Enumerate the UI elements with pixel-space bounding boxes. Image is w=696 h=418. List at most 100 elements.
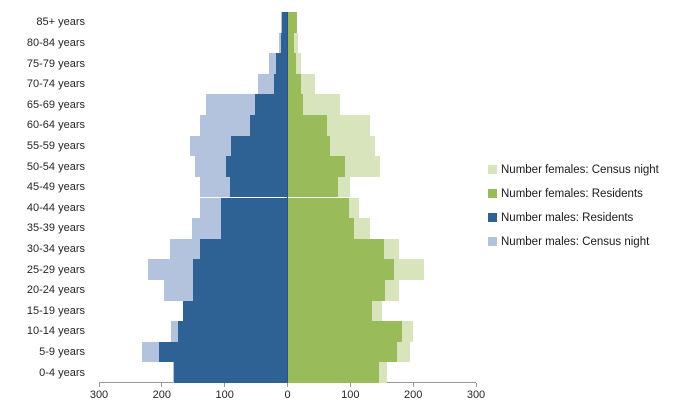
bar-number-females-residents: [287, 238, 385, 260]
x-tick: [224, 383, 226, 387]
bar-number-males-residents: [276, 53, 288, 74]
x-tick-label: 0: [284, 389, 291, 401]
x-tick: [349, 383, 351, 387]
x-tick-label: 100: [341, 389, 360, 401]
legend-item-number-females-residents: Number females: Residents: [488, 187, 659, 200]
age-label-30-34-years: 30-34 years: [26, 243, 85, 255]
bar-number-males-residents: [177, 321, 288, 342]
pyramid-row-65-69-years: [99, 94, 476, 116]
x-tick-label: 300: [89, 389, 109, 401]
bar-number-females-residents: [287, 115, 328, 136]
bar-number-males-residents: [199, 238, 288, 260]
bar-number-females-residents: [287, 362, 380, 383]
legend-label: Number males: Census night: [501, 235, 650, 248]
pyramid-row-5-9-years: [99, 341, 476, 363]
age-label-5-9-years: 5-9 years: [39, 346, 85, 359]
bar-number-males-residents: [193, 259, 288, 280]
age-label-75-79-years: 75-79 years: [26, 57, 85, 70]
legend-swatch-icon: [488, 189, 497, 198]
legend-label: Number females: Residents: [501, 187, 643, 200]
bar-number-females-residents: [287, 73, 301, 95]
pyramid-row-15-19-years: [99, 300, 476, 322]
age-label-60-64-years: 60-64 years: [26, 119, 85, 132]
pyramid-row-40-44-years: [99, 197, 476, 219]
age-label-45-49-years: 45-49 years: [26, 181, 85, 194]
legend-item-number-females-census-night: Number females: Census night: [488, 163, 659, 176]
age-label-0-4-years: 0-4 years: [39, 366, 85, 379]
pyramid-row-70-74-years: [99, 73, 476, 95]
x-tick-label: 100: [215, 389, 234, 401]
pyramid-row-30-34-years: [99, 238, 476, 260]
x-tick: [161, 383, 163, 387]
pyramid-row-20-24-years: [99, 279, 476, 301]
bar-number-males-residents: [255, 94, 288, 116]
bar-number-males-residents: [225, 156, 288, 177]
bar-number-males-residents: [193, 279, 288, 301]
pyramid-row-85-years: [99, 12, 476, 33]
x-tick-label: 200: [152, 389, 172, 401]
age-label-80-84-years: 80-84 years: [26, 36, 85, 49]
bar-number-males-residents: [281, 32, 288, 54]
bar-number-females-residents: [287, 53, 296, 74]
legend-item-number-males-census-night: Number males: Census night: [488, 235, 659, 248]
legend-swatch-icon: [488, 165, 497, 174]
bar-number-males-residents: [182, 300, 288, 322]
bar-number-females-residents: [287, 176, 338, 198]
pyramid-row-75-79-years: [99, 53, 476, 74]
bar-number-males-residents: [159, 341, 288, 363]
bar-number-males-residents: [230, 135, 288, 157]
age-label-65-69-years: 65-69 years: [26, 98, 85, 111]
bar-number-females-residents: [287, 341, 398, 363]
pyramid-row-25-29-years: [99, 259, 476, 280]
age-label-40-44-years: 40-44 years: [26, 201, 85, 214]
age-label-55-59-years: 55-59 years: [26, 139, 85, 152]
y-axis-labels: 85+ years 80-84 years 75-79 years 70-74 yea…: [0, 12, 92, 383]
x-tick-label: 300: [466, 389, 486, 401]
age-label-85-years: 85+ years: [36, 16, 85, 29]
bar-number-females-residents: [287, 218, 355, 239]
bar-number-males-residents: [281, 12, 288, 33]
bar-number-females-residents: [287, 94, 304, 116]
bar-number-males-residents: [220, 197, 288, 219]
pyramid-row-60-64-years: [99, 115, 476, 136]
pyramid-row-35-39-years: [99, 218, 476, 239]
legend-label: Number males: Residents: [501, 211, 634, 224]
pyramid-row-80-84-years: [99, 32, 476, 54]
legend-item-number-males-residents: Number males: Residents: [488, 211, 659, 224]
bar-number-males-residents: [249, 115, 288, 136]
bar-number-females-residents: [287, 12, 297, 33]
legend-swatch-icon: [488, 213, 497, 222]
legend-swatch-icon: [488, 237, 497, 246]
x-tick: [412, 383, 414, 387]
bar-number-females-residents: [287, 321, 403, 342]
age-label-20-24-years: 20-24 years: [26, 284, 85, 297]
x-tick-label: 200: [403, 389, 423, 401]
age-label-10-14-years: 10-14 years: [26, 325, 85, 338]
bar-number-females-residents: [287, 135, 331, 157]
bar-number-females-residents: [287, 300, 373, 322]
age-label-15-19-years: 15-19 years: [26, 304, 85, 317]
pyramid-row-55-59-years: [99, 135, 476, 157]
bar-number-males-residents: [220, 218, 288, 239]
bar-number-females-residents: [287, 32, 295, 54]
bar-number-males-residents: [174, 362, 288, 383]
center-axis-line: [287, 12, 288, 383]
legend: Number females: Census night Number femal…: [488, 164, 659, 260]
pyramid-row-0-4-years: [99, 362, 476, 383]
bar-number-males-residents: [274, 73, 288, 95]
age-label-70-74-years: 70-74 years: [26, 78, 85, 91]
legend-label: Number females: Census night: [501, 163, 659, 176]
plot-area: 300 200 100 0 100 200 300: [90, 12, 485, 401]
age-label-50-54-years: 50-54 years: [26, 160, 85, 173]
bar-number-males-residents: [229, 176, 288, 198]
bar-number-females-residents: [287, 259, 394, 280]
bar-number-females-residents: [287, 197, 350, 219]
age-label-25-29-years: 25-29 years: [26, 263, 85, 276]
age-label-35-39-years: 35-39 years: [26, 222, 85, 235]
pyramid-row-45-49-years: [99, 176, 476, 198]
x-tick: [287, 383, 288, 387]
pyramid-row-10-14-years: [99, 321, 476, 342]
x-tick: [98, 383, 100, 387]
bar-number-females-residents: [287, 156, 346, 177]
